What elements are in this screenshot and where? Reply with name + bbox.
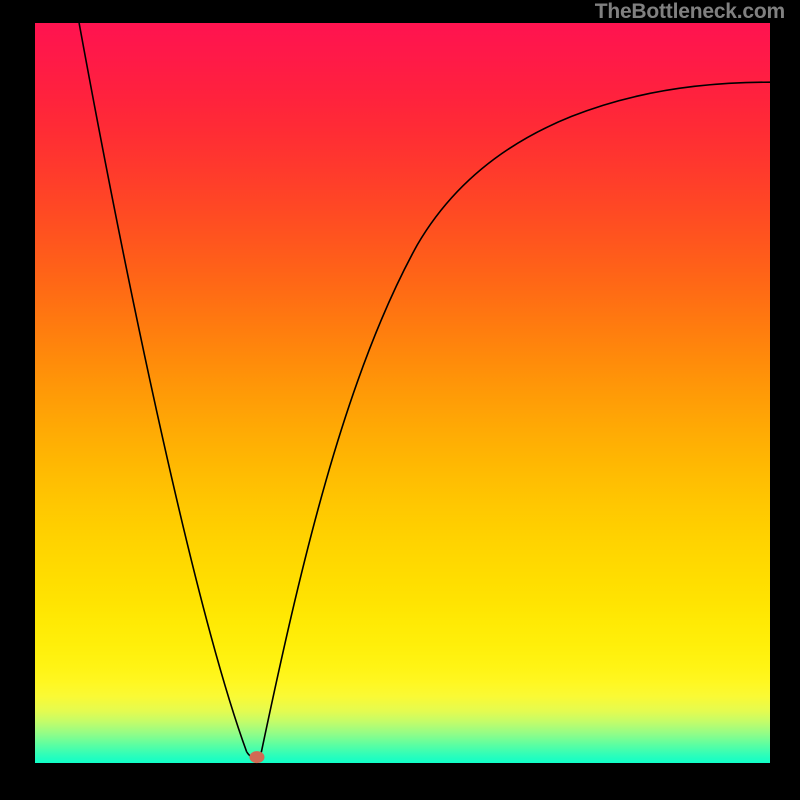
- plot-svg: [0, 0, 800, 800]
- data-point-marker: [249, 751, 264, 763]
- plot-background: [35, 23, 770, 763]
- watermark-text: TheBottleneck.com: [595, 0, 785, 24]
- chart-canvas: TheBottleneck.com: [0, 0, 800, 800]
